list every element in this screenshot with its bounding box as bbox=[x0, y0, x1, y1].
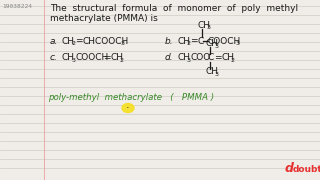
Text: 3: 3 bbox=[206, 25, 211, 30]
Text: 2: 2 bbox=[187, 41, 190, 46]
Text: CH: CH bbox=[221, 53, 234, 62]
Text: methacrylate (PMMA) is: methacrylate (PMMA) is bbox=[50, 14, 158, 23]
Text: CH: CH bbox=[197, 21, 210, 30]
Text: 3: 3 bbox=[187, 58, 190, 63]
Text: 2: 2 bbox=[71, 41, 76, 46]
Text: 2: 2 bbox=[120, 58, 124, 63]
Text: The  structural  formula  of  monomer  of  poly  methyl: The structural formula of monomer of pol… bbox=[50, 4, 298, 13]
Text: a.: a. bbox=[50, 37, 58, 46]
Text: =: = bbox=[76, 37, 83, 46]
Text: 3: 3 bbox=[71, 58, 76, 63]
Text: =: = bbox=[214, 53, 221, 62]
Text: c.: c. bbox=[50, 53, 58, 62]
Text: COO: COO bbox=[190, 53, 211, 62]
Text: b.: b. bbox=[165, 37, 174, 46]
Text: d.: d. bbox=[165, 53, 174, 62]
Text: 3: 3 bbox=[214, 72, 219, 77]
Text: C: C bbox=[197, 37, 204, 46]
Text: 19038224: 19038224 bbox=[2, 4, 32, 9]
Text: d: d bbox=[285, 163, 294, 175]
Text: 2: 2 bbox=[230, 58, 235, 63]
Text: CH: CH bbox=[62, 53, 75, 62]
Text: C: C bbox=[207, 53, 213, 62]
Text: CH: CH bbox=[177, 37, 190, 46]
Text: doubtnut: doubtnut bbox=[293, 165, 320, 174]
Text: 3: 3 bbox=[214, 44, 219, 49]
Text: CH: CH bbox=[205, 68, 218, 76]
Text: ·: · bbox=[126, 103, 130, 113]
Text: 3: 3 bbox=[236, 41, 240, 46]
Text: CH: CH bbox=[177, 53, 190, 62]
Text: poly-methyl  methacrylate   (   PMMA ): poly-methyl methacrylate ( PMMA ) bbox=[48, 93, 214, 102]
Text: =: = bbox=[103, 53, 111, 62]
Text: COOCH: COOCH bbox=[208, 37, 241, 46]
Text: CH: CH bbox=[62, 37, 75, 46]
Text: COOCH: COOCH bbox=[76, 53, 109, 62]
Ellipse shape bbox=[122, 103, 134, 112]
Text: =: = bbox=[190, 37, 198, 46]
Text: CHCOOCH: CHCOOCH bbox=[83, 37, 129, 46]
Text: CH: CH bbox=[110, 53, 124, 62]
Text: 3: 3 bbox=[121, 41, 124, 46]
Text: CH: CH bbox=[205, 39, 218, 48]
